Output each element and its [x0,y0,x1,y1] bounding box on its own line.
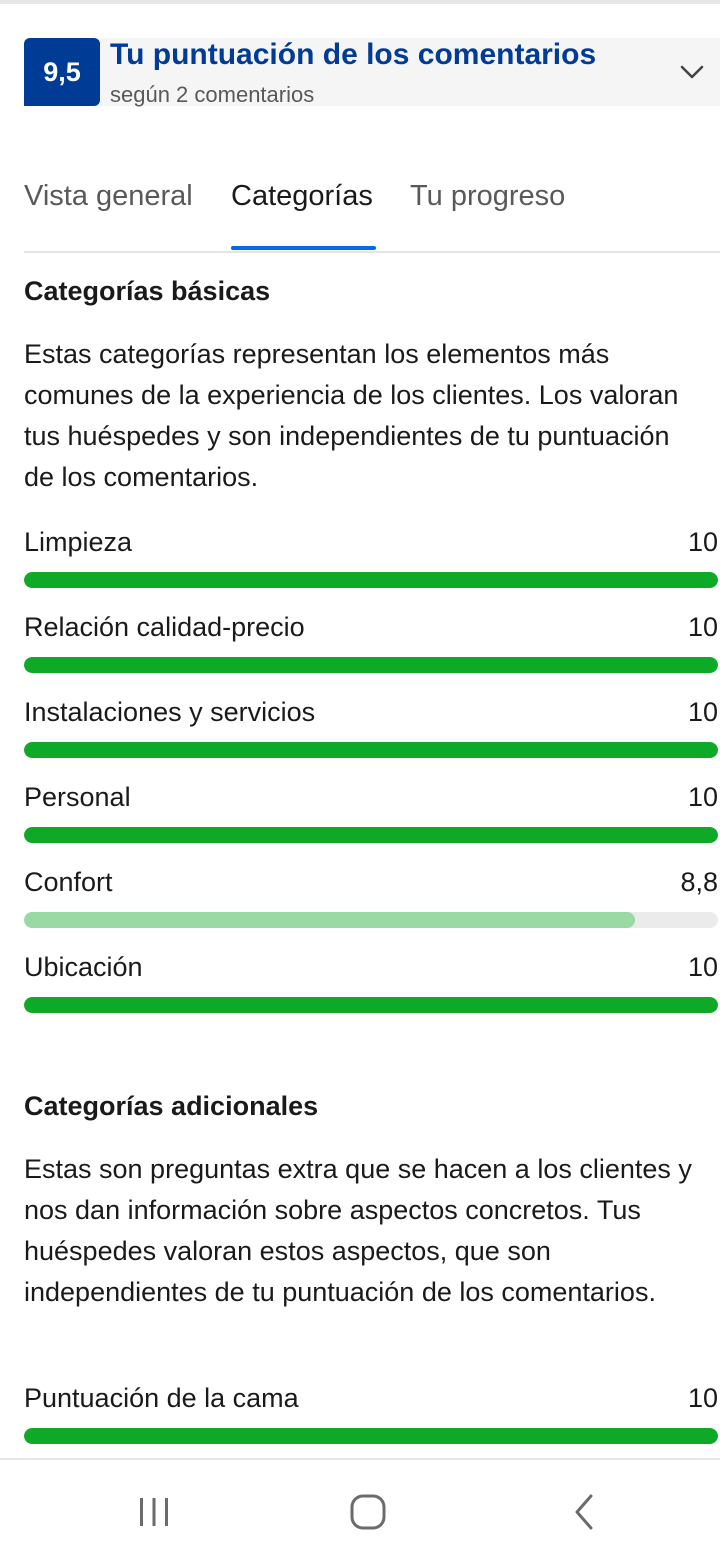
category-label: Relación calidad-precio [24,612,305,642]
category-value: 10 [687,1383,718,1413]
category-label: Personal [24,782,131,812]
category-value: 10 [687,612,718,642]
score-bar [24,827,718,843]
tabs-divider [24,251,720,253]
category-label: Limpieza [24,527,133,557]
category-value: 10 [687,952,718,982]
category-value: 10 [687,782,718,812]
score-bar-fill [24,1428,718,1444]
back-icon[interactable] [563,1490,607,1534]
category-label: Instalaciones y servicios [24,697,316,727]
basic-categories-description: Estas categorías representan los element… [24,339,679,492]
score-bar-fill [24,742,718,758]
category-label: Puntuación de la cama [24,1383,299,1413]
review-score-header[interactable]: 9,5 Tu puntuación de los comentarios seg… [24,38,720,107]
header-title: Tu puntuación de los comentarios [110,38,597,71]
header-subtitle: según 2 comentarios [110,82,315,107]
home-icon[interactable] [346,1490,390,1534]
category-value: 8,8 [680,867,718,897]
score-bar [24,657,718,673]
score-bar [24,572,718,588]
score-badge: 9,5 [24,38,100,106]
score-bar-fill [24,827,718,843]
category-label: Ubicación [24,952,143,982]
score-bar-fill [24,657,718,673]
additional-categories-title: Categorías adicionales [24,1091,319,1121]
additional-categories-description: Estas son preguntas extra que se hacen a… [24,1154,692,1307]
score-bar-fill [24,997,718,1013]
category-value: 10 [687,527,718,557]
category-label: Confort [24,867,113,897]
top-divider [0,0,720,4]
score-bar [24,742,718,758]
tab-progress[interactable]: Tu progreso [410,180,566,212]
system-navigation-bar [0,1458,720,1560]
tab-bar: Vista general Categorías Tu progreso [24,172,720,252]
score-bar [24,997,718,1013]
score-bar-fill [24,572,718,588]
tab-overview[interactable]: Vista general [24,180,193,212]
category-value: 10 [687,697,718,727]
score-bar [24,1428,718,1444]
score-bar [24,912,718,928]
active-tab-indicator [231,246,376,250]
basic-categories-title: Categorías básicas [24,276,271,306]
chevron-down-icon[interactable] [678,58,706,86]
tab-categories[interactable]: Categorías [231,180,373,212]
score-bar-fill [24,912,635,928]
recents-icon[interactable] [132,1490,176,1534]
